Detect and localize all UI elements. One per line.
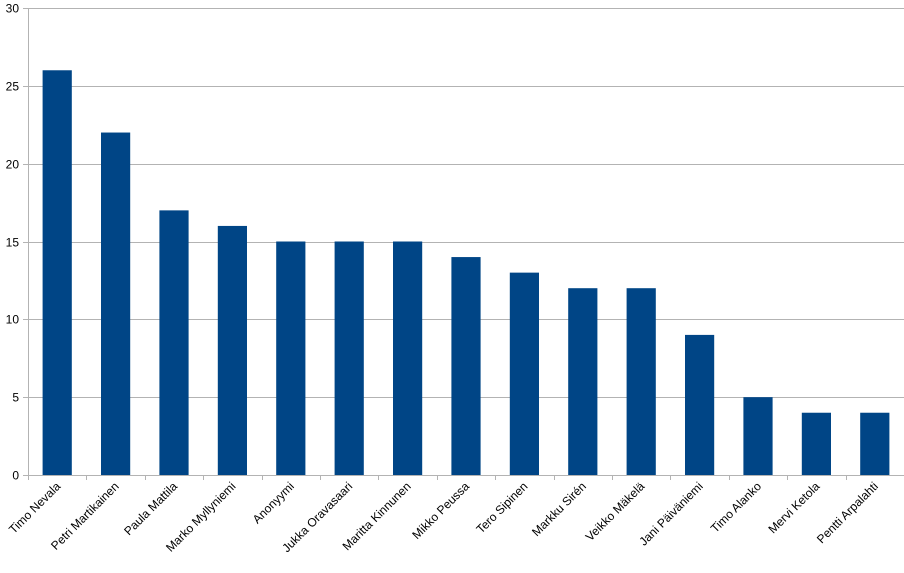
x-tick-label: Paula Mattila	[121, 479, 180, 538]
bar	[393, 241, 423, 475]
y-tick-label: 10	[6, 313, 20, 327]
y-tick-label: 25	[6, 80, 20, 94]
bar	[568, 288, 598, 475]
bar	[334, 241, 364, 475]
bar	[743, 397, 773, 475]
bar	[626, 288, 656, 475]
x-tick-label: Timo Nevala	[6, 479, 63, 536]
x-tick-label: Markku Sirén	[529, 479, 589, 539]
bar	[860, 412, 890, 475]
bar	[42, 70, 72, 476]
y-tick-label: 20	[6, 158, 20, 172]
y-tick-label: 5	[12, 391, 19, 405]
bar	[451, 257, 481, 475]
bar	[685, 334, 715, 475]
x-tick-label: Anonyymi	[250, 479, 297, 526]
bar	[276, 241, 306, 475]
bar	[101, 132, 131, 476]
x-tick-label: Pentti Arpalahti	[814, 479, 881, 546]
y-tick-label: 15	[6, 236, 20, 250]
y-tick-label: 30	[6, 2, 20, 16]
y-tick-label: 0	[12, 469, 19, 483]
x-tick-label: Tero Sipinen	[473, 479, 530, 536]
x-tick-label: Timo Alanko	[708, 479, 765, 536]
x-tick-label: Mikko Peussa	[409, 479, 472, 542]
bar	[217, 225, 247, 475]
bar	[801, 412, 831, 475]
x-tick-label: Veikko Mäkelä	[583, 479, 648, 544]
bar	[159, 210, 189, 475]
bar	[509, 272, 539, 475]
x-tick-label: Mervi Ketola	[765, 479, 822, 536]
